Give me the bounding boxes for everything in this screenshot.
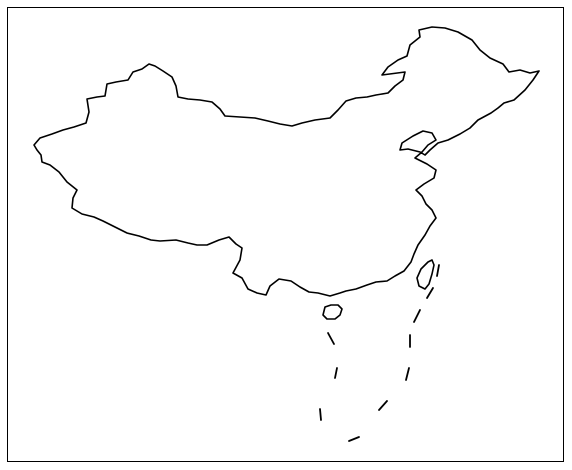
boundary-dash bbox=[413, 309, 421, 323]
boundary-dash bbox=[319, 408, 322, 421]
map-frame bbox=[7, 7, 564, 462]
boundary-dash bbox=[334, 367, 338, 379]
hainan-outline bbox=[322, 304, 343, 320]
boundary-dash bbox=[436, 264, 440, 277]
boundary-dash bbox=[348, 436, 360, 442]
mainland-outline bbox=[33, 26, 540, 297]
boundary-dash bbox=[426, 287, 434, 299]
south-china-sea-dashed-line bbox=[319, 264, 440, 442]
taiwan-outline bbox=[416, 259, 435, 290]
boundary-dash bbox=[378, 400, 388, 411]
boundary-dash bbox=[327, 332, 335, 345]
boundary-dash bbox=[405, 367, 410, 381]
